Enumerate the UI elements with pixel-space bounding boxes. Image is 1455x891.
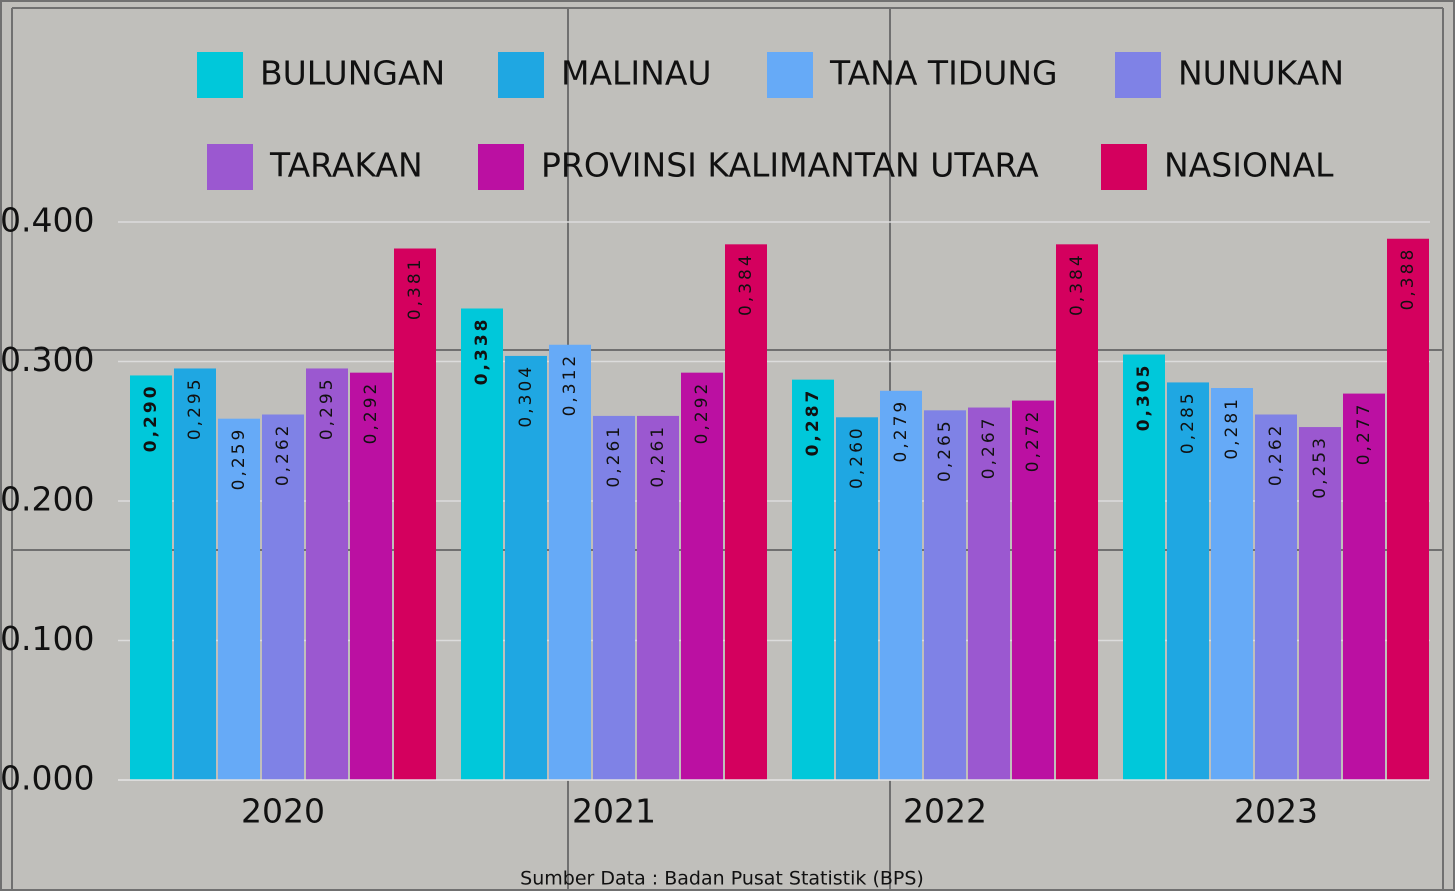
- legend-label: BULUNGAN: [260, 54, 445, 93]
- legend-label: NUNUKAN: [1178, 54, 1344, 93]
- legend-swatch: [207, 144, 253, 190]
- value-label: 0,272: [1023, 409, 1043, 473]
- value-label: 0,260: [847, 425, 867, 489]
- value-label: 0,262: [273, 423, 293, 487]
- value-label: 0,279: [891, 399, 911, 463]
- bar: [1343, 393, 1385, 780]
- bar: [306, 368, 348, 780]
- bar: [174, 368, 216, 780]
- value-label: 0,388: [1398, 247, 1418, 311]
- value-label: 0,304: [516, 364, 536, 428]
- bar: [1012, 400, 1054, 780]
- legend-label: TANA TIDUNG: [829, 54, 1058, 93]
- y-tick-label: 0.000: [0, 759, 94, 798]
- bar: [1056, 244, 1098, 780]
- x-tick-label: 2020: [241, 792, 325, 831]
- value-label: 0,384: [1067, 252, 1087, 316]
- x-tick-label: 2022: [903, 792, 987, 831]
- bar: [130, 375, 172, 780]
- bar: [461, 308, 503, 780]
- value-label: 0,277: [1354, 402, 1374, 466]
- legend-label: MALINAU: [561, 54, 712, 93]
- bar: [1211, 388, 1253, 780]
- bar: [505, 355, 547, 780]
- bar: [681, 372, 723, 780]
- value-label: 0,267: [979, 416, 999, 480]
- value-label: 0,295: [185, 376, 205, 440]
- bar: [593, 415, 635, 780]
- value-label: 0,295: [317, 376, 337, 440]
- value-label: 0,259: [229, 427, 249, 491]
- bar: [218, 418, 260, 780]
- bar: [968, 407, 1010, 780]
- value-label: 0,265: [935, 418, 955, 482]
- value-label: 0,262: [1266, 423, 1286, 487]
- value-label: 0,287: [803, 388, 823, 457]
- source-note: Sumber Data : Badan Pusat Statistik (BPS…: [520, 868, 924, 890]
- value-label: 0,290: [141, 383, 161, 452]
- legend-swatch: [767, 52, 813, 98]
- bar: [725, 244, 767, 780]
- value-label: 0,253: [1310, 435, 1330, 499]
- value-label: 0,285: [1178, 390, 1198, 454]
- bar: [1387, 238, 1429, 781]
- legend-label: TARAKAN: [269, 146, 423, 185]
- y-tick-label: 0.400: [0, 201, 94, 240]
- bar: [394, 248, 436, 780]
- value-label: 0,312: [560, 353, 580, 417]
- bar: [792, 379, 834, 780]
- y-tick-label: 0.200: [0, 480, 94, 519]
- bar: [924, 410, 966, 780]
- value-label: 0,384: [736, 252, 756, 316]
- value-label: 0,292: [692, 381, 712, 445]
- y-tick-label: 0.300: [0, 340, 94, 379]
- value-label: 0,338: [472, 316, 492, 385]
- value-label: 0,305: [1134, 363, 1154, 432]
- bar: [1123, 354, 1165, 780]
- bar: [836, 417, 878, 780]
- value-label: 0,281: [1222, 396, 1242, 460]
- bar: [350, 372, 392, 780]
- y-tick-label: 0.100: [0, 619, 94, 658]
- legend-swatch: [498, 52, 544, 98]
- bar: [1167, 382, 1209, 780]
- bar: [549, 344, 591, 780]
- x-tick-label: 2023: [1234, 792, 1318, 831]
- legend-swatch: [1101, 144, 1147, 190]
- legend-swatch: [478, 144, 524, 190]
- bar: [880, 390, 922, 780]
- bar: [262, 414, 304, 780]
- legend-swatch: [1115, 52, 1161, 98]
- value-label: 0,261: [604, 424, 624, 488]
- value-label: 0,261: [648, 424, 668, 488]
- x-tick-label: 2021: [572, 792, 656, 831]
- bar: [637, 415, 679, 780]
- bar: [1299, 427, 1341, 780]
- legend-swatch: [197, 52, 243, 98]
- legend-label: PROVINSI KALIMANTAN UTARA: [541, 146, 1039, 185]
- bar: [1255, 414, 1297, 780]
- value-label: 0,381: [405, 257, 425, 321]
- legend-label: NASIONAL: [1164, 146, 1334, 185]
- value-label: 0,292: [361, 381, 381, 445]
